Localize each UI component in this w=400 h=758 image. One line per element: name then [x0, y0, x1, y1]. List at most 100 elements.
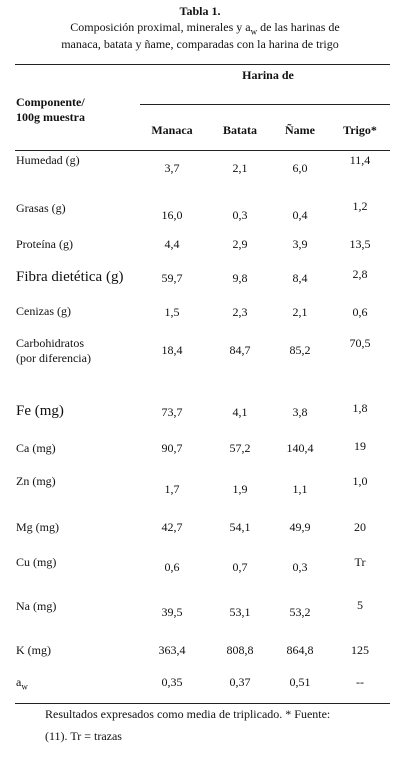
cell: 16,0 — [161, 208, 183, 222]
row-label: Mg (mg) — [16, 520, 59, 534]
cell: 864,8 — [286, 643, 314, 657]
cell: 2,3 — [232, 305, 248, 319]
row-label: Cu (mg) — [16, 555, 56, 569]
cell: 0,6 — [352, 305, 368, 319]
cell: 0,35 — [161, 675, 183, 689]
row-header: 100g muestra — [16, 110, 85, 124]
row-label: Na (mg) — [16, 599, 56, 613]
cell: 125 — [351, 643, 369, 657]
cell: 57,2 — [229, 441, 251, 455]
cell: 5 — [357, 598, 363, 612]
column-header: Batata — [223, 123, 257, 137]
cell: 4,1 — [232, 405, 248, 419]
row-label: K (mg) — [16, 643, 51, 657]
cell: 84,7 — [229, 343, 251, 357]
cell: 2,1 — [292, 305, 308, 319]
cell: -- — [356, 675, 364, 689]
row-label: Grasas (g) — [16, 201, 66, 215]
cell: 0,3 — [292, 560, 308, 574]
cell: 11,4 — [349, 153, 371, 167]
cell: 20 — [354, 520, 366, 534]
row-label-text: Na (mg) — [16, 599, 57, 613]
cell: 90,7 — [161, 441, 183, 455]
cell: 39,5 — [161, 605, 183, 619]
cell: 8,4 — [292, 271, 308, 285]
cell: 0,4 — [292, 208, 308, 222]
cell: 3,7 — [164, 161, 180, 175]
cell: 53,2 — [289, 605, 311, 619]
row-label-text: Cu (mg) — [16, 555, 57, 569]
row-label-text: a — [16, 675, 22, 689]
row-label-text: K (mg) — [16, 643, 51, 657]
row-label: Fibra dietética (g) — [16, 268, 123, 286]
cell: 4,4 — [164, 237, 180, 251]
cell: 1,5 — [164, 305, 180, 319]
cell: 1,9 — [232, 482, 248, 496]
subtitle-line: manaca, batata y ñame, comparadas con la… — [61, 37, 339, 51]
row-label-text: Proteína (g) — [16, 237, 73, 251]
column-header: Ñame — [285, 123, 315, 137]
row-label-text: Fibra dietética (g) — [16, 269, 124, 285]
group-header: Harina de — [242, 68, 294, 82]
cell: 85,2 — [289, 343, 311, 357]
cell: 363,4 — [158, 643, 186, 657]
row-label-text: Ca (mg) — [16, 441, 56, 455]
subscript: w — [21, 681, 28, 692]
cell: 59,7 — [161, 271, 183, 285]
column-header: Manaca — [151, 123, 193, 137]
cell: 73,7 — [161, 405, 183, 419]
column-header: Trigo* — [343, 123, 377, 137]
rule — [15, 150, 390, 151]
cell: 54,1 — [229, 520, 251, 534]
title: Tabla 1. — [179, 4, 221, 18]
row-label: Zn (mg) — [16, 474, 56, 488]
cell: 3,8 — [292, 405, 308, 419]
cell: 1,1 — [292, 482, 308, 496]
footnote: Resultados expresados como media de trip… — [45, 707, 331, 721]
cell: 6,0 — [292, 161, 308, 175]
cell: 49,9 — [289, 520, 311, 534]
cell: 0,6 — [164, 560, 180, 574]
row-label: aw — [16, 675, 28, 693]
cell: 18,4 — [161, 343, 183, 357]
cell: 1,7 — [164, 482, 180, 496]
row-label-text: Cenizas (g) — [16, 304, 71, 318]
subtitle: Composición proximal, minerales y aw de … — [70, 20, 339, 38]
cell: 42,7 — [161, 520, 183, 534]
row-header: Componente/ — [16, 95, 85, 109]
cell: 1,0 — [352, 474, 368, 488]
cell: 140,4 — [286, 441, 314, 455]
cell: 0,7 — [232, 560, 248, 574]
cell: 1,2 — [352, 199, 368, 213]
row-label-text: Fe (mg) — [16, 403, 64, 419]
cell: 2,1 — [232, 161, 248, 175]
cell: 2,9 — [232, 237, 248, 251]
rule — [140, 104, 390, 105]
row-label: Humedad (g) — [16, 153, 80, 167]
row-label: Proteína (g) — [16, 237, 73, 251]
cell: 19 — [354, 439, 366, 453]
row-label-text: Humedad (g) — [16, 153, 80, 167]
cell: 0,51 — [289, 675, 311, 689]
cell: 13,5 — [349, 237, 371, 251]
subtitle-text: de las harinas de — [257, 20, 340, 34]
cell: 3,9 — [292, 237, 308, 251]
row-label: (por diferencia) — [16, 351, 91, 365]
cell: 0,37 — [229, 675, 251, 689]
cell: 2,8 — [352, 267, 368, 281]
row-label-text: Grasas (g) — [16, 201, 66, 215]
row-label: Carbohidratos — [16, 336, 84, 350]
cell: 9,8 — [232, 271, 248, 285]
rule — [15, 64, 390, 65]
cell: 0,3 — [232, 208, 248, 222]
cell: 808,8 — [226, 643, 254, 657]
row-label: Fe (mg) — [16, 402, 64, 420]
cell: 1,8 — [352, 401, 368, 415]
cell: 70,5 — [349, 336, 371, 350]
subscript: w — [250, 26, 258, 37]
footnote: (11). Tr = trazas — [45, 729, 122, 743]
cell: 53,1 — [229, 605, 251, 619]
row-label: Cenizas (g) — [16, 304, 71, 318]
subtitle-text: Composición proximal, minerales y a — [70, 20, 251, 34]
